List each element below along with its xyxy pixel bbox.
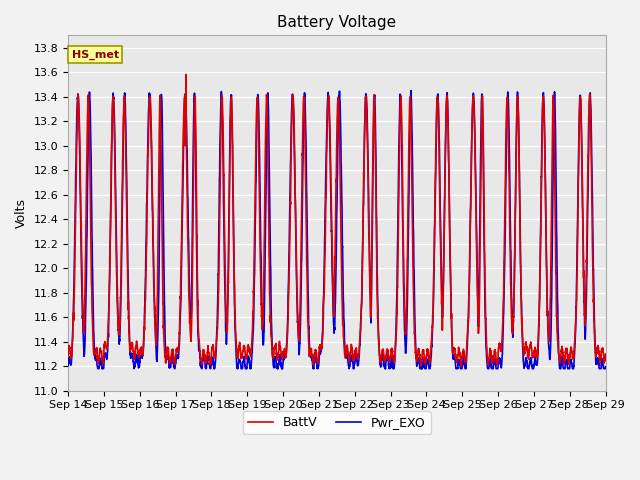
Pwr_EXO [602,364,609,370]
BattV [125,340,133,346]
BattV [602,351,609,357]
Pwr_EXO [157,92,165,98]
Y-axis label: Volts: Volts [15,198,28,228]
Pwr_EXO [591,349,599,355]
BattV [294,311,301,316]
BattV [458,363,465,369]
BattV [271,347,278,352]
Title: Battery Voltage: Battery Voltage [277,15,396,30]
Line: Pwr_EXO: Pwr_EXO [68,91,605,369]
Pwr_EXO [126,338,134,344]
Pwr_EXO [294,318,301,324]
BattV [182,72,190,77]
Pwr_EXO [94,366,102,372]
Pwr_EXO [407,88,415,94]
Legend: BattV, Pwr_EXO: BattV, Pwr_EXO [243,411,431,434]
Text: HS_met: HS_met [72,49,119,60]
Line: BattV: BattV [68,74,605,366]
Pwr_EXO [64,363,72,369]
BattV [157,166,165,172]
Pwr_EXO [271,359,278,364]
Pwr_EXO [534,357,541,363]
BattV [64,353,72,359]
BattV [534,347,541,353]
BattV [591,350,599,356]
